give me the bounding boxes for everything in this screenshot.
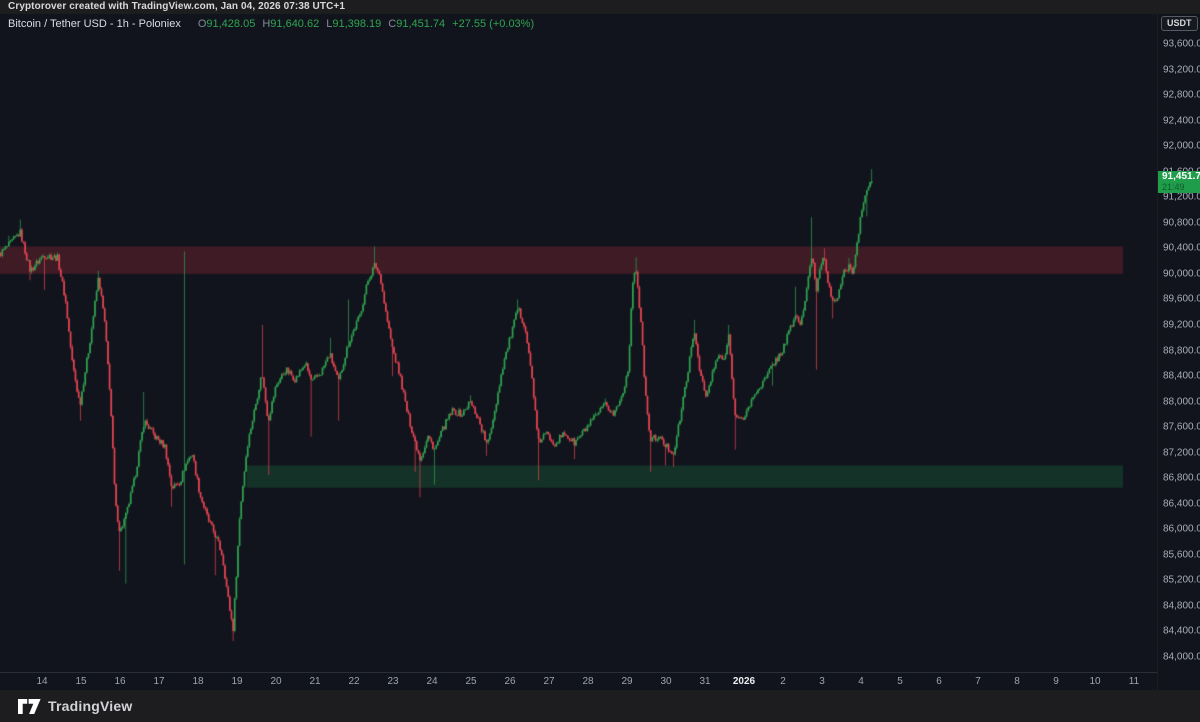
tradingview-brand[interactable]: TradingView: [18, 698, 132, 714]
bar-countdown: 21:49: [1162, 181, 1185, 192]
time-tick-label: 9: [1053, 676, 1059, 687]
time-tick-label: 10: [1089, 676, 1101, 687]
time-tick-label: 17: [153, 676, 165, 687]
chart-panel[interactable]: Bitcoin / Tether USD - 1h - Poloniex O91,…: [0, 14, 1157, 690]
price-tick-label: 88,000.00: [1163, 396, 1200, 408]
time-tick-label: 2026: [732, 676, 756, 687]
high-key: H: [262, 18, 271, 30]
price-axis[interactable]: USDT 91,451.74 21:49 93,600.00 93,200.00 9…: [1158, 14, 1200, 690]
tradingview-logo-icon: [18, 698, 41, 714]
high-value: 91,640.62: [270, 18, 320, 30]
attribution-bar: Cryptorover created with TradingView.com…: [0, 0, 1200, 14]
price-tick-label: 87,200.00: [1163, 447, 1200, 459]
symbol-legend[interactable]: Bitcoin / Tether USD - 1h - Poloniex O91,…: [8, 18, 534, 30]
time-tick-label: 6: [936, 676, 942, 687]
time-tick-label: 3: [819, 676, 825, 687]
price-tick-label: 93,200.00: [1163, 64, 1200, 76]
time-tick-label: 19: [231, 676, 243, 687]
close-value: 91,451.74: [396, 18, 446, 30]
open-key: O: [197, 18, 207, 30]
price-tick-label: 92,000.00: [1163, 140, 1200, 152]
price-tick-label: 86,800.00: [1163, 472, 1200, 484]
last-price-badge: 91,451.74 21:49: [1158, 171, 1200, 194]
time-tick-label: 31: [699, 676, 711, 687]
time-tick-label: 16: [114, 676, 126, 687]
time-tick-label: 25: [465, 676, 477, 687]
price-tick-label: 85,200.00: [1163, 574, 1200, 586]
price-tick-label: 92,400.00: [1163, 115, 1200, 127]
time-tick-label: 18: [192, 676, 204, 687]
time-tick-label: 14: [36, 676, 48, 687]
price-tick-label: 86,400.00: [1163, 498, 1200, 510]
time-tick-label: 29: [621, 676, 633, 687]
price-tick-label: 90,400.00: [1163, 242, 1200, 254]
price-tick-label: 90,800.00: [1163, 217, 1200, 229]
price-tick-label: 90,000.00: [1163, 268, 1200, 280]
time-tick-label: 2: [780, 676, 786, 687]
price-tick-label: 84,800.00: [1163, 600, 1200, 612]
brand-bar: TradingView: [0, 690, 1200, 722]
low-value: 91,398.19: [332, 18, 382, 30]
tradingview-wordmark: TradingView: [48, 698, 133, 714]
time-tick-label: 23: [387, 676, 399, 687]
time-tick-label: 27: [543, 676, 555, 687]
price-tick-label: 89,200.00: [1163, 319, 1200, 331]
candlestick-chart[interactable]: [0, 14, 1157, 672]
time-tick-label: 26: [504, 676, 516, 687]
price-tick-label: 86,000.00: [1163, 523, 1200, 535]
time-tick-label: 11: [1128, 676, 1140, 687]
close-key: C: [388, 18, 397, 30]
price-tick-label: 87,600.00: [1163, 421, 1200, 433]
price-tick-label: 92,800.00: [1163, 89, 1200, 101]
attribution-text: Cryptorover created with TradingView.com…: [8, 1, 346, 12]
time-axis[interactable]: 14 15 16 17 18 19 20 21 22 23 24 25 26 27 28 29 30 31 2026…: [0, 672, 1157, 690]
time-tick-label: 24: [426, 676, 438, 687]
price-tick-label: 84,400.00: [1163, 625, 1200, 637]
price-tick-label: 91,200.00: [1163, 191, 1200, 203]
currency-toggle-button[interactable]: USDT: [1161, 16, 1198, 31]
time-tick-label: 5: [897, 676, 903, 687]
time-tick-label: 4: [858, 676, 864, 687]
price-tick-label: 88,800.00: [1163, 345, 1200, 356]
price-tick-label: 88,400.00: [1163, 370, 1200, 382]
time-tick-label: 22: [348, 676, 360, 687]
price-tick-label: 93,600.00: [1163, 38, 1200, 50]
time-tick-label: 20: [270, 676, 282, 687]
price-tick-label: 89,600.00: [1163, 293, 1200, 305]
price-tick-label: 85,600.00: [1163, 549, 1200, 561]
time-tick-label: 28: [582, 676, 594, 687]
time-tick-label: 15: [75, 676, 87, 687]
time-tick-label: 21: [309, 676, 321, 687]
price-tick-label: 84,000.00: [1163, 651, 1200, 663]
change-value: +27.55 (+0.03%): [452, 18, 535, 30]
last-price-value: 91,451.74: [1162, 171, 1200, 183]
low-key: L: [326, 18, 333, 30]
time-tick-label: 30: [660, 676, 672, 687]
open-value: 91,428.05: [206, 18, 256, 30]
time-tick-label: 8: [1014, 676, 1020, 687]
symbol-title[interactable]: Bitcoin / Tether USD - 1h - Poloniex: [8, 18, 181, 30]
time-tick-label: 7: [975, 676, 981, 687]
